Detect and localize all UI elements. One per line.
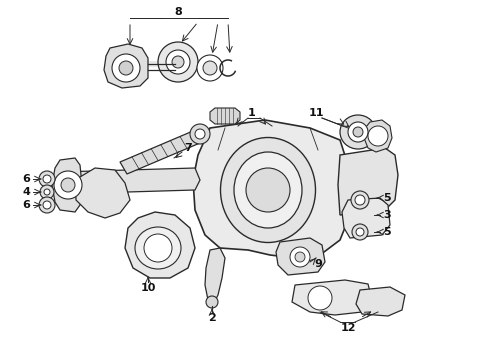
Text: 6: 6 bbox=[22, 200, 30, 210]
Circle shape bbox=[246, 168, 290, 212]
Circle shape bbox=[348, 122, 368, 142]
Ellipse shape bbox=[340, 115, 376, 149]
Text: 3: 3 bbox=[383, 210, 391, 220]
Circle shape bbox=[356, 228, 364, 236]
Polygon shape bbox=[210, 108, 240, 124]
Polygon shape bbox=[104, 44, 148, 88]
Text: 4: 4 bbox=[22, 187, 30, 197]
Circle shape bbox=[112, 54, 140, 82]
Polygon shape bbox=[338, 148, 398, 215]
Circle shape bbox=[197, 55, 223, 81]
Circle shape bbox=[43, 175, 51, 183]
Circle shape bbox=[206, 296, 218, 308]
Polygon shape bbox=[60, 168, 200, 194]
Ellipse shape bbox=[135, 227, 181, 269]
Circle shape bbox=[61, 178, 75, 192]
Circle shape bbox=[355, 195, 365, 205]
Text: 11: 11 bbox=[308, 108, 324, 118]
Circle shape bbox=[144, 234, 172, 262]
Text: 6: 6 bbox=[22, 174, 30, 184]
Text: 5: 5 bbox=[383, 193, 391, 203]
Polygon shape bbox=[193, 120, 348, 258]
Circle shape bbox=[353, 127, 363, 137]
Circle shape bbox=[352, 224, 368, 240]
Text: 12: 12 bbox=[340, 323, 356, 333]
Circle shape bbox=[290, 247, 310, 267]
Polygon shape bbox=[342, 198, 390, 238]
Circle shape bbox=[39, 171, 55, 187]
Circle shape bbox=[172, 56, 184, 68]
Circle shape bbox=[158, 42, 198, 82]
Circle shape bbox=[54, 171, 82, 199]
Polygon shape bbox=[125, 212, 195, 278]
Circle shape bbox=[308, 286, 332, 310]
Text: 1: 1 bbox=[248, 108, 256, 118]
Circle shape bbox=[295, 252, 305, 262]
Polygon shape bbox=[120, 128, 207, 174]
Text: 9: 9 bbox=[314, 259, 322, 269]
Circle shape bbox=[190, 124, 210, 144]
Circle shape bbox=[40, 185, 54, 199]
Text: 2: 2 bbox=[208, 313, 216, 323]
Polygon shape bbox=[292, 280, 372, 315]
Circle shape bbox=[43, 201, 51, 209]
Polygon shape bbox=[75, 168, 130, 218]
Circle shape bbox=[195, 129, 205, 139]
Ellipse shape bbox=[234, 152, 302, 228]
Circle shape bbox=[44, 189, 50, 195]
Polygon shape bbox=[356, 287, 405, 316]
Polygon shape bbox=[276, 238, 325, 275]
Circle shape bbox=[39, 197, 55, 213]
Text: 5: 5 bbox=[383, 227, 391, 237]
Circle shape bbox=[351, 191, 369, 209]
Ellipse shape bbox=[220, 138, 316, 243]
Circle shape bbox=[368, 126, 388, 146]
Polygon shape bbox=[364, 120, 392, 152]
Text: 8: 8 bbox=[174, 7, 182, 17]
Text: 7: 7 bbox=[184, 143, 192, 153]
Text: 10: 10 bbox=[140, 283, 156, 293]
Circle shape bbox=[203, 61, 217, 75]
Circle shape bbox=[166, 50, 190, 74]
Circle shape bbox=[119, 61, 133, 75]
Polygon shape bbox=[205, 248, 225, 303]
Polygon shape bbox=[52, 158, 82, 212]
